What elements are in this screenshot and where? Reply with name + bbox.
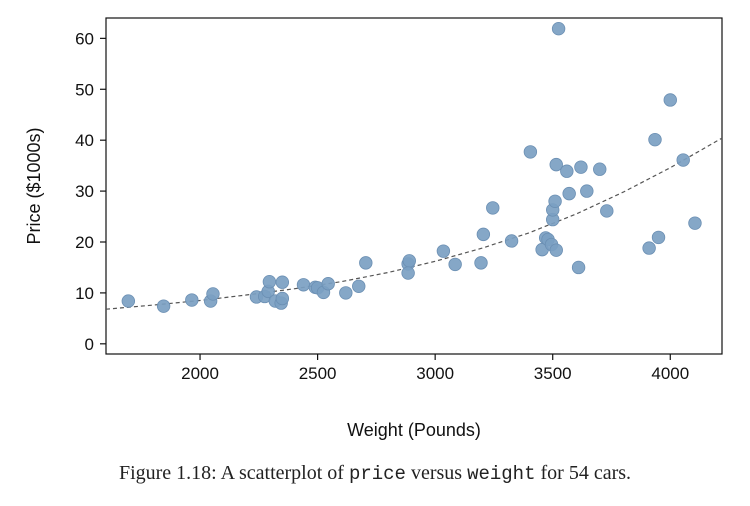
data-point bbox=[476, 227, 491, 242]
data-point bbox=[339, 286, 353, 300]
caption-middle: versus bbox=[405, 462, 468, 484]
data-point bbox=[185, 293, 199, 307]
data-point bbox=[648, 132, 662, 147]
data-point bbox=[551, 21, 566, 36]
data-point bbox=[486, 201, 500, 215]
data-point bbox=[560, 164, 574, 178]
x-tick-label: 4000 bbox=[651, 364, 689, 383]
data-point bbox=[402, 254, 416, 268]
data-point bbox=[275, 291, 290, 306]
x-tick-label: 2500 bbox=[299, 364, 337, 383]
figure-caption: Figure 1.18: A scatterplot of price vers… bbox=[0, 462, 750, 485]
data-point bbox=[571, 260, 586, 275]
y-tick-label: 20 bbox=[75, 233, 94, 252]
trend-line bbox=[105, 137, 723, 310]
data-point bbox=[321, 277, 335, 291]
data-point bbox=[296, 278, 311, 292]
data-point bbox=[359, 256, 373, 270]
data-point bbox=[436, 244, 451, 258]
data-point bbox=[275, 275, 290, 289]
data-point bbox=[523, 145, 538, 159]
data-point bbox=[504, 234, 519, 248]
caption-var-weight: weight bbox=[467, 463, 536, 485]
x-axis: 2000 2500 3000 3500 4000 bbox=[181, 354, 689, 383]
data-point bbox=[352, 279, 366, 293]
y-axis: 0 10 20 30 40 50 60 bbox=[75, 29, 106, 354]
plot-frame bbox=[105, 17, 723, 355]
data-point bbox=[549, 157, 563, 172]
caption-suffix: for 54 cars. bbox=[535, 462, 632, 484]
caption-var-price: price bbox=[348, 463, 406, 485]
y-tick-label: 50 bbox=[75, 80, 94, 99]
data-point bbox=[548, 194, 562, 208]
caption-prefix: Figure 1.18: A scatterplot of bbox=[118, 462, 349, 484]
data-point bbox=[688, 216, 702, 230]
x-tick-label: 3500 bbox=[534, 364, 572, 383]
data-point bbox=[401, 266, 415, 280]
y-tick-label: 0 bbox=[85, 335, 94, 354]
y-tick-label: 60 bbox=[75, 29, 94, 48]
data-point bbox=[448, 257, 462, 272]
data-point bbox=[562, 186, 576, 201]
data-point bbox=[580, 184, 594, 198]
data-point bbox=[206, 287, 220, 301]
y-tick-label: 40 bbox=[75, 131, 94, 150]
data-point bbox=[474, 256, 488, 270]
data-point bbox=[121, 294, 136, 308]
data-point bbox=[651, 230, 666, 245]
data-point bbox=[156, 299, 171, 313]
y-axis-title: Price ($1000s) bbox=[24, 127, 44, 244]
data-point bbox=[549, 243, 563, 257]
x-axis-title: Weight (Pounds) bbox=[347, 420, 481, 440]
data-point bbox=[574, 160, 588, 174]
x-tick-label: 3000 bbox=[416, 364, 454, 383]
data-point bbox=[262, 275, 277, 289]
data-point bbox=[642, 241, 656, 255]
y-tick-label: 10 bbox=[75, 284, 94, 303]
scatter-chart: 2000 2500 3000 3500 4000 0 10 20 30 40 50 60 Weigh… bbox=[24, 17, 723, 440]
data-point bbox=[663, 93, 677, 107]
data-points bbox=[121, 21, 702, 313]
y-tick-label: 30 bbox=[75, 182, 94, 201]
data-point bbox=[676, 153, 690, 167]
data-point bbox=[600, 204, 614, 218]
data-point bbox=[593, 162, 607, 176]
x-tick-label: 2000 bbox=[181, 364, 219, 383]
